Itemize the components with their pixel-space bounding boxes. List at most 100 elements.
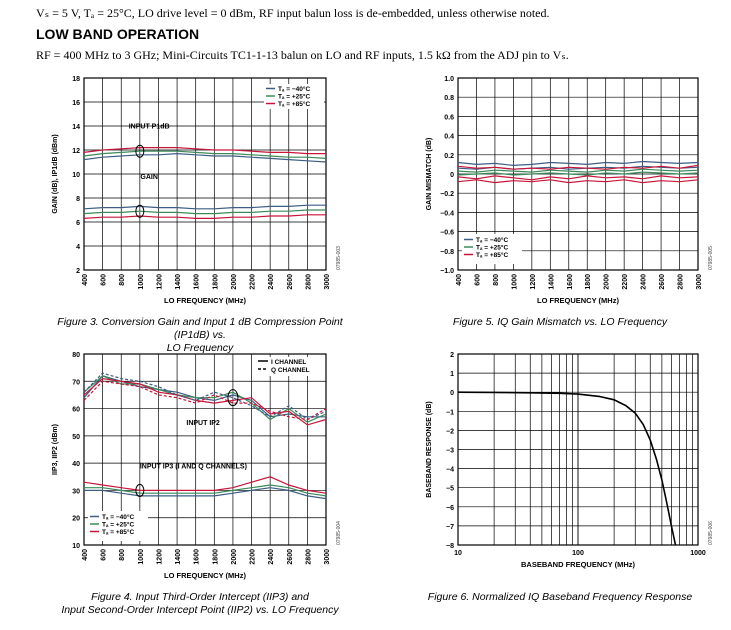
y-tick-label: −7 bbox=[446, 524, 454, 531]
legend-box bbox=[462, 234, 522, 264]
figure-code: 07985-006 bbox=[708, 521, 714, 545]
y-axis-label: IIP3, IIP2 (dBm) bbox=[52, 424, 59, 475]
x-tick-label: 1000 bbox=[138, 549, 145, 565]
y-tick-label: 50 bbox=[72, 434, 80, 441]
legend-entry: Tₐ = +85°C bbox=[102, 528, 134, 536]
x-tick-label: 1600 bbox=[567, 274, 574, 290]
y-tick-label: 14 bbox=[72, 124, 80, 131]
x-tick-label: 3000 bbox=[324, 274, 331, 290]
y-tick-label: −2 bbox=[446, 428, 454, 435]
x-tick-label: 600 bbox=[474, 274, 481, 286]
series-line bbox=[457, 179, 699, 184]
y-tick-label: 2 bbox=[76, 268, 80, 275]
y-axis-label: GAIN MISMATCH (dB) bbox=[426, 138, 433, 211]
series-line bbox=[457, 168, 699, 173]
x-axis-label: LO FREQUENCY (MHz) bbox=[537, 296, 619, 305]
series-line bbox=[457, 391, 677, 546]
x-tick-label: 2600 bbox=[287, 549, 294, 565]
y-axis-label: GAIN (dB), IP1dB (dBm) bbox=[52, 134, 59, 213]
series-line bbox=[83, 152, 327, 163]
y-tick-label: −0.4 bbox=[440, 210, 454, 217]
x-tick-label: 400 bbox=[456, 274, 463, 286]
y-tick-label: 0.8 bbox=[444, 95, 454, 102]
y-tick-label: −1.0 bbox=[440, 268, 454, 275]
y-tick-label: 18 bbox=[72, 76, 80, 83]
plot-frame bbox=[83, 353, 327, 546]
y-tick-label: −0.6 bbox=[440, 230, 454, 237]
y-tick-label: 0 bbox=[450, 390, 454, 397]
figure-code: 07985-003 bbox=[336, 246, 342, 270]
y-tick-label: −3 bbox=[446, 448, 454, 455]
caption-line: Input Second-Order Intercept Point (IIP2… bbox=[61, 604, 339, 616]
x-tick-label: 2800 bbox=[305, 549, 312, 565]
y-tick-label: 60 bbox=[72, 407, 80, 414]
x-tick-label: 2000 bbox=[231, 549, 238, 565]
section-title: LOW BAND OPERATION bbox=[36, 26, 200, 42]
x-tick-label: 1600 bbox=[194, 274, 201, 290]
y-tick-label: −6 bbox=[446, 505, 454, 512]
x-tick-label: 2400 bbox=[268, 549, 275, 565]
legend-entry: Tₐ = +85°C bbox=[476, 251, 508, 259]
legend-entry: Tₐ = +25°C bbox=[476, 244, 508, 252]
y-tick-label: 30 bbox=[72, 488, 80, 495]
x-tick-label: 1800 bbox=[585, 274, 592, 290]
y-tick-label: 16 bbox=[72, 100, 80, 107]
x-tick-label: 2000 bbox=[604, 274, 611, 290]
series-line bbox=[457, 160, 699, 167]
caption-line: Figure 4. Input Third-Order Intercept (I… bbox=[91, 591, 309, 603]
annotation-ip3: INPUT IP3 (I AND Q CHANNELS) bbox=[140, 464, 247, 471]
legend-box bbox=[264, 84, 324, 109]
caption-fig3: Figure 3. Conversion Gain and Input 1 dB… bbox=[40, 316, 360, 355]
series-line bbox=[457, 165, 699, 170]
caption-line: Figure 3. Conversion Gain and Input 1 dB… bbox=[57, 316, 343, 341]
caption-line: Figure 5. IQ Gain Mismatch vs. LO Freque… bbox=[452, 316, 668, 328]
x-axis-label: BASEBAND FREQUENCY (MHz) bbox=[521, 560, 636, 569]
y-axis-label: BASEBAND RESPONSE (dB) bbox=[426, 401, 433, 497]
x-tick-label: 2400 bbox=[641, 274, 648, 290]
y-tick-label: 10 bbox=[72, 543, 80, 550]
x-tick-label: 1000 bbox=[138, 274, 145, 290]
x-axis-label: LO FREQUENCY (MHz) bbox=[164, 571, 246, 580]
annotation-gain: GAIN bbox=[140, 174, 158, 181]
y-tick-label: 10 bbox=[72, 172, 80, 179]
x-tick-label: 1600 bbox=[194, 549, 201, 565]
series-line bbox=[83, 209, 326, 215]
x-tick-label: 400 bbox=[82, 549, 89, 561]
legend-entry: Tₐ = −40°C bbox=[278, 85, 310, 93]
y-tick-label: 6 bbox=[76, 220, 80, 227]
x-tick-label: 3000 bbox=[696, 274, 703, 290]
x-tick-label: 1000 bbox=[511, 274, 518, 290]
series-line bbox=[83, 375, 327, 423]
x-tick-label: 1800 bbox=[212, 274, 219, 290]
series-line bbox=[457, 171, 699, 176]
x-tick-label: 100 bbox=[572, 550, 584, 557]
series-line bbox=[457, 164, 699, 170]
annotation-marker bbox=[135, 144, 145, 158]
series-line bbox=[457, 175, 699, 181]
series-line bbox=[84, 484, 327, 497]
x-tick-label: 1400 bbox=[175, 274, 182, 290]
legend-entry: Tₐ = +85°C bbox=[278, 100, 310, 108]
y-tick-label: 1.0 bbox=[444, 76, 454, 83]
annotation-marker bbox=[227, 389, 239, 407]
legend-entry: Tₐ = +25°C bbox=[278, 93, 310, 101]
legend-entry: Tₐ = +25°C bbox=[102, 521, 134, 529]
x-tick-label: 1200 bbox=[156, 549, 163, 565]
y-tick-label: 40 bbox=[72, 461, 80, 468]
series-line bbox=[83, 147, 326, 155]
caption-fig4: Figure 4. Input Third-Order Intercept (I… bbox=[40, 591, 360, 617]
x-tick-label: 800 bbox=[493, 274, 500, 286]
legend-box bbox=[88, 511, 148, 541]
x-tick-label: 600 bbox=[101, 274, 108, 286]
y-tick-label: −8 bbox=[446, 543, 454, 550]
plot-frame bbox=[457, 77, 699, 271]
caption-line: LO Frequency bbox=[166, 342, 234, 354]
figure-code: 07985-004 bbox=[336, 521, 342, 545]
x-tick-label: 400 bbox=[82, 274, 89, 286]
annotation-ip2: INPUT IP2 bbox=[186, 420, 220, 427]
y-tick-label: 0.2 bbox=[444, 153, 454, 160]
y-tick-label: −4 bbox=[446, 467, 454, 474]
x-tick-label: 2000 bbox=[231, 274, 238, 290]
